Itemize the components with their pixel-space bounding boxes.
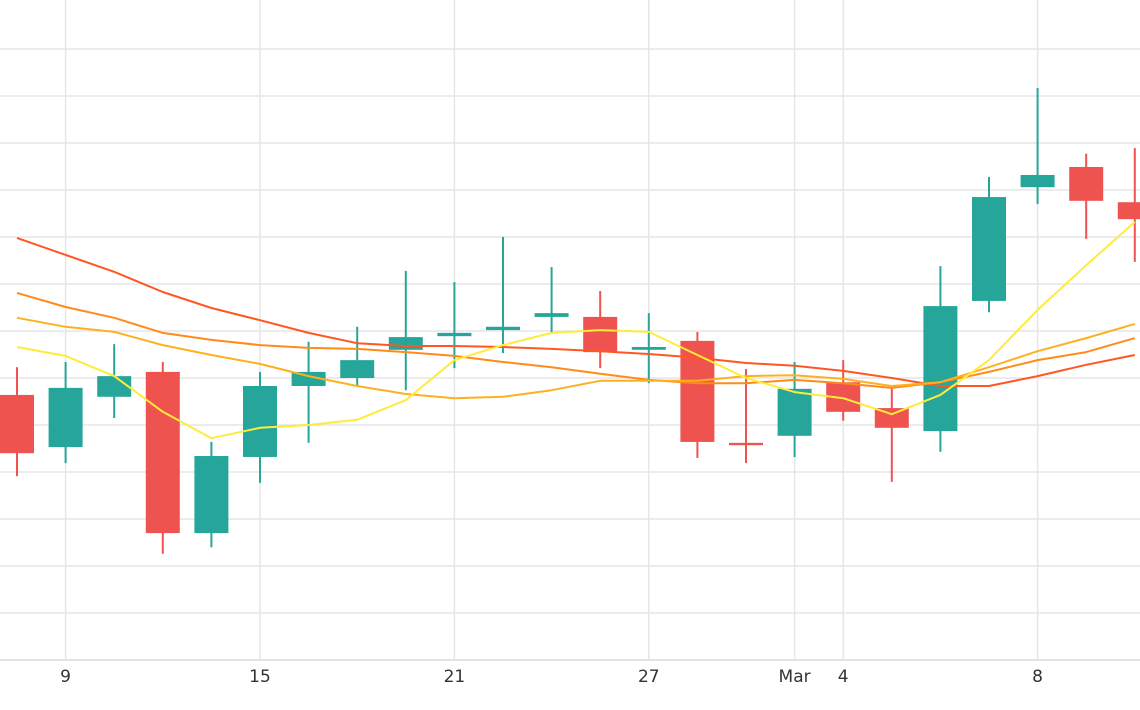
x-tick-label: 27 xyxy=(638,667,660,687)
candle-body xyxy=(243,385,277,457)
candle-body xyxy=(340,360,375,378)
candle-body xyxy=(729,442,763,446)
moving-average-line xyxy=(16,236,1135,387)
candle-body xyxy=(923,306,958,432)
candle-body xyxy=(0,394,34,454)
candle-body xyxy=(1117,202,1140,220)
moving-average-line xyxy=(16,221,1136,440)
candle-body xyxy=(486,326,520,331)
candle-body xyxy=(972,197,1006,301)
candle-body xyxy=(874,408,909,428)
x-tick-label: 9 xyxy=(60,667,71,687)
candle-body xyxy=(145,371,180,534)
candle-body xyxy=(1020,174,1055,188)
x-tick-label: 21 xyxy=(444,667,466,687)
x-tick-label: Mar xyxy=(779,667,811,687)
candle-body xyxy=(534,313,569,317)
candle-body xyxy=(631,346,666,350)
candle-body xyxy=(194,456,229,534)
candle-body xyxy=(97,376,132,397)
x-tick-label: 4 xyxy=(838,667,849,687)
candle-body xyxy=(437,332,472,337)
moving-average-line xyxy=(16,316,1136,400)
candle-body xyxy=(388,337,423,350)
candle-body xyxy=(583,316,618,353)
candle-body xyxy=(48,387,83,448)
candle-body xyxy=(777,388,812,436)
x-tick-label: 15 xyxy=(249,667,271,687)
candle-body xyxy=(291,371,326,386)
candle-body xyxy=(1069,166,1104,201)
x-tick-label: 8 xyxy=(1032,667,1043,687)
